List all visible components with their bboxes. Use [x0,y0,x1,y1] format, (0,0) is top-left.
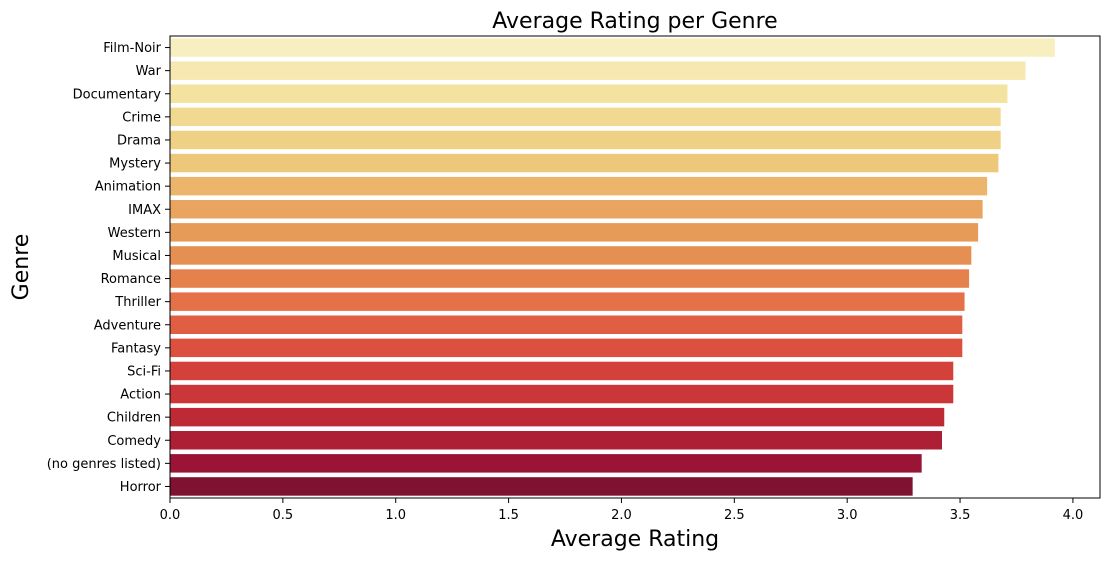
x-tick-label: 3.0 [837,508,858,523]
bar-adventure [170,315,963,334]
bar-action [170,384,954,404]
bar-drama [170,130,1001,150]
y-tick-label: Thriller [114,295,161,310]
x-tick-label: 0.5 [273,508,294,523]
bar-western [170,223,979,242]
y-tick-label: Documentary [73,87,162,102]
y-tick-label: Fantasy [111,341,161,356]
x-tick-label: 1.0 [385,508,406,523]
y-axis-label: Genre [9,234,34,301]
x-axis-label: Average Rating [551,527,719,552]
bar-war [170,61,1026,80]
y-tick-label: (no genres listed) [47,457,161,472]
y-tick-label: Comedy [107,434,161,449]
y-tick-label: Western [108,226,161,241]
bar-documentary [170,84,1008,103]
bar-film-noir [170,38,1055,57]
ticks-layer: Film-Noir War Documentary Crime Drama Mystery… [47,41,1084,523]
y-tick-label: Animation [95,180,161,195]
y-tick-label: Mystery [109,157,161,172]
y-tick-label: Children [107,411,161,426]
y-tick-label: Film-Noir [103,41,161,56]
bar-comedy [170,431,942,450]
plot-frame [169,35,1101,499]
y-tick-label: Romance [101,272,161,287]
y-tick-label: War [136,64,162,79]
bar-crime [170,107,1001,127]
bar-imax [170,200,983,219]
y-tick-label: Adventure [94,318,161,333]
chart-title: Average Rating per Genre [492,9,777,34]
y-tick-label: Musical [112,249,161,264]
bar-thriller [170,292,965,311]
x-tick-label: 2.0 [611,508,632,523]
bar-romance [170,269,970,288]
bar-mystery [170,153,999,173]
x-tick-label: 0.0 [160,508,181,523]
x-tick-label: 2.5 [724,508,745,523]
bar-musical [170,246,972,265]
bars-layer [170,38,1055,496]
bar-fantasy [170,338,963,358]
bar-animation [170,176,988,196]
y-tick-label: Action [120,388,161,403]
bar-no-genres-listed [170,454,922,473]
y-tick-label: IMAX [128,203,161,218]
x-tick-label: 1.5 [498,508,519,523]
y-tick-label: Drama [117,133,161,148]
y-tick-label: Horror [120,480,162,495]
x-tick-label: 4.0 [1063,508,1084,523]
bar-horror [170,477,913,496]
y-tick-label: Sci-Fi [127,364,161,379]
y-tick-label: Crime [122,110,161,125]
bar-sci-fi [170,361,954,381]
x-tick-label: 3.5 [950,508,971,523]
axes-layer [169,35,1101,499]
bar-children [170,407,945,427]
